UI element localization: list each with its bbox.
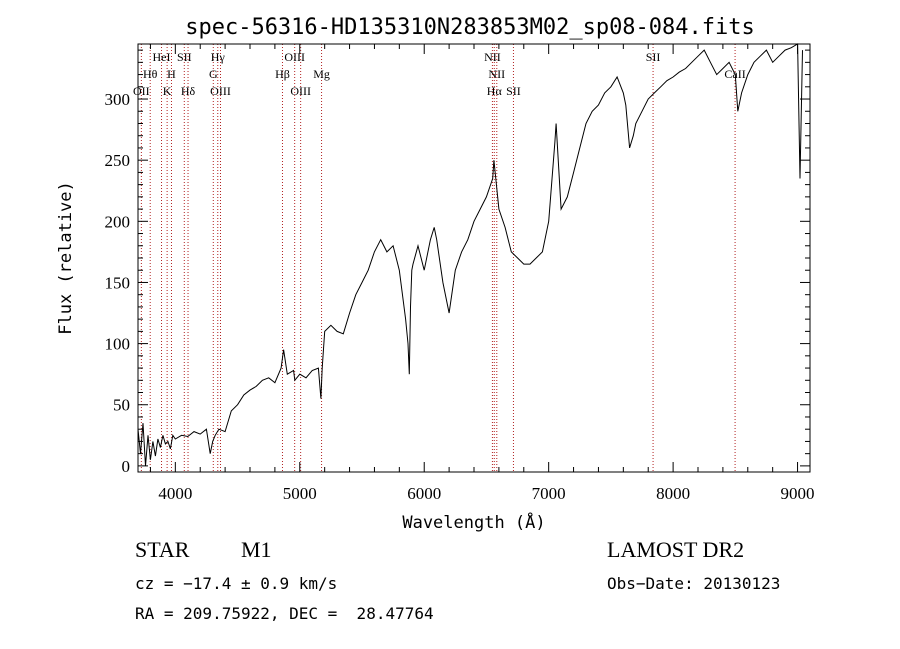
spectral-line-label: NII <box>488 67 505 81</box>
y-tick-label: 200 <box>105 212 131 231</box>
redshift-value: cz = −17.4 ± 0.9 km/s <box>135 574 338 593</box>
x-axis-label: Wavelength (Å) <box>402 511 545 533</box>
spectral-line-label: H <box>167 67 176 81</box>
y-tick-label: 0 <box>122 457 131 476</box>
y-tick-label: 50 <box>113 396 130 415</box>
y-tick-label: 300 <box>105 90 131 109</box>
y-tick-label: 100 <box>105 335 131 354</box>
spectral-line-label: Hθ <box>143 67 158 81</box>
spectral-line-label: OIII <box>210 84 231 98</box>
spectral-line-label: SII <box>506 84 521 98</box>
spectral-line-label: OIII <box>284 50 305 64</box>
spectral-line-label: Mg <box>313 67 330 81</box>
x-tick-label: 5000 <box>283 484 317 503</box>
x-tick-label: 9000 <box>781 484 815 503</box>
y-tick-label: 150 <box>105 273 131 292</box>
observation-date: Obs−Date: 20130123 <box>607 574 781 593</box>
spectral-line-label: SII <box>177 50 192 64</box>
spectral-line-label: Hγ <box>211 50 226 64</box>
spectral-line-label: Hδ <box>181 84 196 98</box>
object-type: STAR <box>135 537 190 562</box>
spectral-line-label: HeI <box>153 50 171 64</box>
spectral-line-label: G <box>209 67 218 81</box>
spectral-line-label: OII <box>133 84 150 98</box>
object-subclass: M1 <box>241 537 272 562</box>
coordinates: RA = 209.75922, DEC = 28.47764 <box>135 604 434 623</box>
spectrum-line <box>137 43 803 466</box>
spectral-line-markers <box>140 44 736 472</box>
x-tick-label: 6000 <box>407 484 441 503</box>
spectral-line-label: SII <box>646 50 661 64</box>
spectral-line-label: K <box>163 84 172 98</box>
y-axis-ticks: 0 50 100 150 200 250 300 <box>105 49 810 476</box>
y-axis-label: Flux (relative) <box>56 181 76 335</box>
spectral-line-label: Hβ <box>275 67 290 81</box>
plot-frame <box>137 43 811 473</box>
y-tick-label: 250 <box>105 151 131 170</box>
x-tick-label: 8000 <box>656 484 690 503</box>
chart-title: spec-56316-HD135310N283853M02_sp08-084.f… <box>185 15 755 40</box>
spectral-line-label: NII <box>484 50 501 64</box>
spectral-line-labels: OIIHθHeIKHSIIHδHγGOIIIHβOIIIOIIIMgNIINII… <box>133 50 746 98</box>
x-tick-label: 4000 <box>158 484 192 503</box>
spectral-line-label: Hα <box>487 84 503 98</box>
survey-name: LAMOST DR2 <box>607 537 745 562</box>
x-axis-ticks: 4000 5000 6000 7000 8000 9000 <box>149 44 815 503</box>
spectral-line-label: OIII <box>290 84 311 98</box>
x-tick-label: 7000 <box>532 484 566 503</box>
